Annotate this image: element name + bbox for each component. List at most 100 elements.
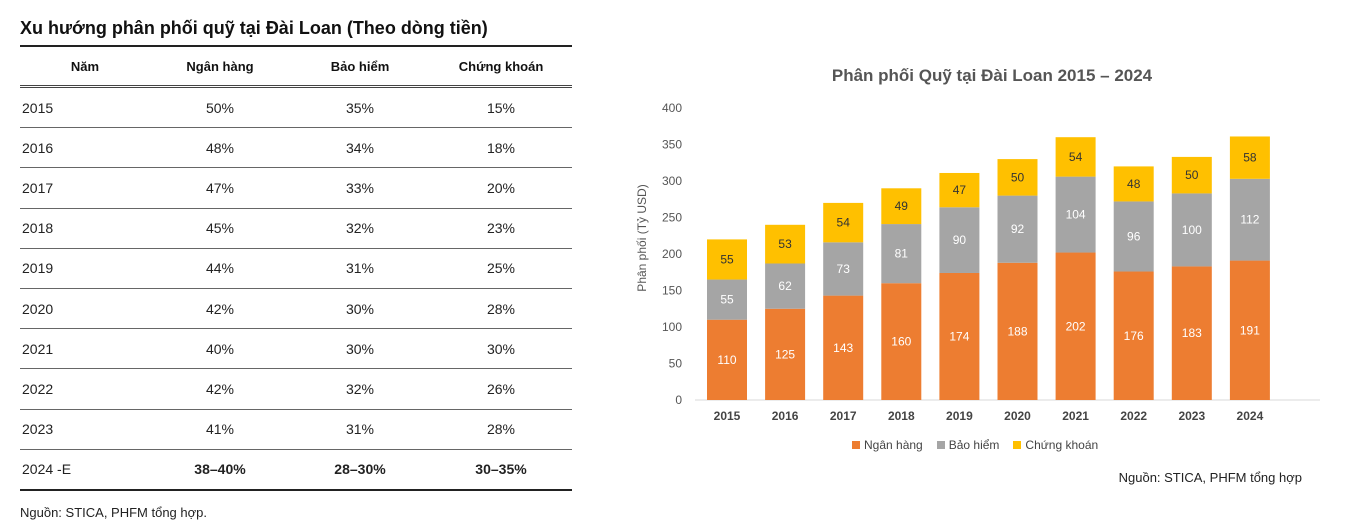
chart-title: Phân phối Quỹ tại Đài Loan 2015 – 2024 [832, 66, 1153, 85]
bar-insurance-2020 [997, 195, 1038, 263]
bar-securities-2020 [997, 159, 1038, 196]
y-tick-label: 200 [662, 247, 682, 261]
data-label-bank-2022: 176 [1124, 329, 1144, 343]
y-tick-label: 50 [669, 357, 683, 371]
y-tick-label: 100 [662, 320, 682, 334]
x-tick-label-2016: 2016 [772, 409, 799, 423]
cell-insurance: 31% [290, 248, 430, 289]
cell-year: 2022 [20, 368, 150, 410]
x-tick-label-2023: 2023 [1178, 409, 1205, 423]
cell-insurance: 35% [290, 86, 430, 129]
data-label-insurance-2019: 90 [953, 233, 967, 247]
bar-insurance-2017 [823, 242, 864, 296]
cell-securities: 23% [430, 208, 572, 249]
bar-insurance-2022 [1113, 201, 1154, 272]
bar-bank-2017 [823, 295, 864, 400]
data-label-insurance-2020: 92 [1011, 222, 1025, 236]
cell-insurance: 32% [290, 368, 430, 410]
table-row: 2023 41% 31% 28% [20, 409, 572, 450]
bar-insurance-2018 [881, 224, 922, 284]
bar-bank-2019 [939, 272, 980, 400]
cell-securities: 28% [430, 409, 572, 450]
bar-securities-2015 [707, 239, 747, 280]
cell-securities: 20% [430, 167, 572, 209]
bar-securities-2021 [1055, 137, 1096, 177]
bar-insurance-2016 [765, 263, 806, 309]
cell-insurance: 31% [290, 409, 430, 450]
y-tick-label: 250 [662, 211, 682, 225]
distribution-table: Năm Ngân hàng Bảo hiểm Chứng khoán 2015 5… [20, 45, 572, 491]
bar-insurance-2019 [939, 207, 980, 273]
bar-securities-2017 [823, 202, 864, 243]
data-label-securities-2019: 47 [953, 183, 967, 197]
data-label-securities-2024: 58 [1243, 151, 1257, 165]
cell-bank: 44% [150, 248, 290, 289]
bar-securities-2018 [881, 188, 922, 225]
data-label-bank-2016: 125 [775, 347, 795, 361]
bar-securities-2023 [1171, 156, 1212, 194]
data-label-insurance-2022: 96 [1127, 229, 1141, 243]
bar-insurance-2015 [707, 279, 747, 320]
data-label-bank-2019: 174 [949, 329, 969, 343]
data-label-insurance-2024: 112 [1240, 213, 1259, 227]
cell-year: 2024 -E [20, 449, 150, 491]
bar-bank-2024 [1229, 260, 1270, 400]
data-label-bank-2018: 160 [891, 335, 911, 349]
y-tick-label: 0 [675, 393, 682, 407]
data-label-insurance-2023: 100 [1182, 223, 1202, 237]
x-tick-label-2021: 2021 [1062, 409, 1089, 423]
legend-label-insurance: Bảo hiểm [948, 438, 1000, 452]
cell-year: 2015 [20, 86, 150, 129]
cell-securities: 26% [430, 368, 572, 410]
cell-bank: 42% [150, 288, 290, 330]
table-row: 2020 42% 30% 28% [20, 288, 572, 330]
data-label-securities-2022: 48 [1127, 177, 1141, 191]
table-row: 2018 45% 32% 23% [20, 208, 572, 249]
chart-panel: Phân phối Quỹ tại Đài Loan 2015 – 2024 P… [620, 0, 1340, 500]
x-axis: 2015 2016 2017 2018 2019 2020 2021 2022 2023 2024 [714, 409, 1264, 423]
cell-securities: 25% [430, 248, 572, 289]
data-label-bank-2023: 183 [1182, 326, 1202, 340]
cell-securities: 30% [430, 328, 572, 370]
data-label-securities-2017: 54 [837, 216, 851, 230]
data-label-insurance-2016: 62 [778, 279, 792, 293]
cell-bank: 47% [150, 167, 290, 209]
data-label-bank-2015: 110 [717, 353, 736, 367]
legend-swatch-bank [852, 441, 860, 449]
bar-bank-2023 [1171, 266, 1212, 400]
table-title: Xu hướng phân phối quỹ tại Đài Loan (The… [20, 18, 488, 38]
y-tick-label: 350 [662, 138, 682, 152]
x-tick-label-2024: 2024 [1237, 409, 1264, 423]
y-tick-label: 150 [662, 284, 682, 298]
x-tick-label-2015: 2015 [714, 409, 741, 423]
legend-swatch-securities [1013, 441, 1022, 449]
bar-insurance-2023 [1171, 193, 1212, 267]
bar-insurance-2024 [1229, 178, 1270, 261]
legend-label-securities: Chứng khoán [1025, 438, 1099, 452]
data-label-insurance-2018: 81 [895, 247, 909, 261]
data-label-insurance-2017: 73 [837, 262, 851, 276]
legend-item-insurance: Bảo hiểm [936, 438, 1000, 452]
table-row: 2017 47% 33% 20% [20, 167, 572, 209]
y-tick-label: 300 [662, 174, 682, 188]
cell-bank: 50% [150, 86, 290, 129]
cell-insurance: 30% [290, 328, 430, 370]
cell-bank: 45% [150, 208, 290, 249]
bar-bank-2018 [881, 283, 922, 400]
header-year: Năm [70, 58, 100, 74]
bar-bank-2022 [1113, 271, 1154, 400]
y-tick-label: 400 [662, 101, 682, 115]
y-axis-label: Phân phối (Tỷ USD) [635, 184, 649, 291]
data-label-insurance-2015: 55 [720, 293, 734, 307]
cell-securities: 18% [430, 127, 572, 169]
header-bank: Ngân hàng [186, 58, 254, 74]
y-axis: 0 50 100 150 200 250 300 350 400 [662, 101, 1320, 407]
table-row: 2021 40% 30% 30% [20, 328, 572, 370]
cell-insurance: 30% [290, 288, 430, 330]
cell-securities: 28% [430, 288, 572, 330]
cell-bank: 41% [150, 409, 290, 450]
stacked-bar-chart: Phân phối Quỹ tại Đài Loan 2015 – 2024 P… [635, 66, 1320, 423]
data-label-securities-2016: 53 [778, 237, 792, 251]
header-insurance: Bảo hiểm [330, 58, 390, 74]
cell-year: 2021 [20, 328, 150, 370]
